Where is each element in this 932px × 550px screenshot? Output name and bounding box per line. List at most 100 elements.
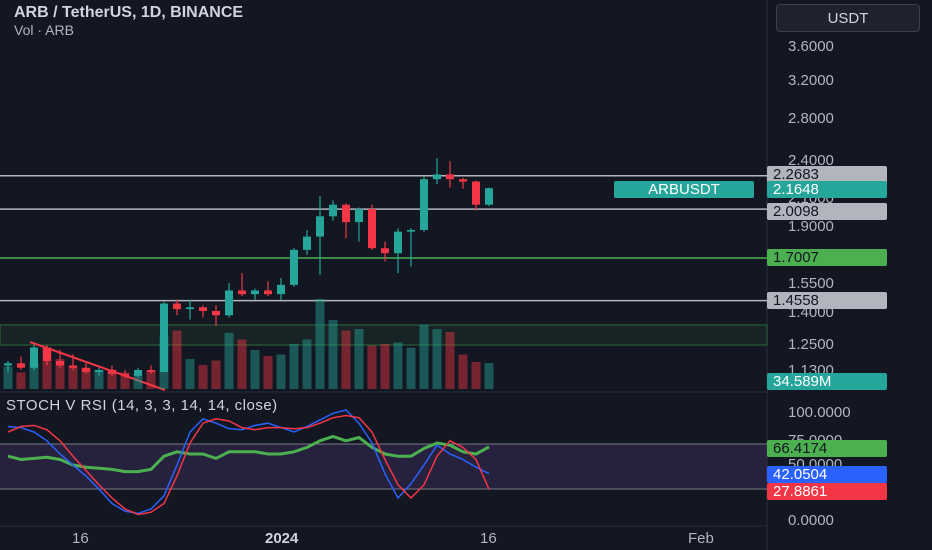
candle-body xyxy=(485,188,493,205)
candle-body xyxy=(303,236,311,250)
price-tick: 3.2000 xyxy=(788,72,834,89)
currency-button[interactable]: USDT xyxy=(776,4,920,32)
volume-bar xyxy=(120,372,130,389)
time-tick: 16 xyxy=(72,530,89,547)
candle-body xyxy=(30,347,38,368)
volume-bar xyxy=(16,372,26,389)
price-tick: 1.5500 xyxy=(788,275,834,292)
volume-bar xyxy=(172,330,182,389)
volume-bar xyxy=(146,371,156,389)
time-tick: 16 xyxy=(480,530,497,547)
volume-bar xyxy=(328,320,338,389)
volume-bar xyxy=(94,370,104,389)
d-value-tag: 27.8861 xyxy=(767,483,887,500)
candle-body xyxy=(212,311,220,316)
volume-bar xyxy=(302,339,312,389)
volume-bar xyxy=(185,359,195,389)
indicator-title[interactable]: STOCH V RSI (14, 3, 3, 14, 14, close) xyxy=(6,397,278,414)
candle-body xyxy=(290,249,298,285)
osc-tick: 0.0000 xyxy=(788,512,834,529)
time-tick: 2024 xyxy=(265,530,299,547)
level-tag-support-low: 1.4558 xyxy=(767,292,887,309)
candle-body xyxy=(82,367,90,372)
volume-bar xyxy=(29,362,39,389)
osc-tick: 100.0000 xyxy=(788,404,851,421)
candle-body xyxy=(43,347,51,361)
stoch-d-line xyxy=(7,414,490,516)
volume-bar xyxy=(198,365,208,389)
candle-body xyxy=(264,290,272,295)
volume-bar xyxy=(3,366,13,389)
volume-bar xyxy=(42,347,52,389)
candle-body xyxy=(407,229,415,232)
level-tag-resistance-mid: 2.0098 xyxy=(767,203,887,220)
candle-body xyxy=(56,361,64,366)
volume-legend: Vol · ARB xyxy=(14,22,74,38)
candle-body xyxy=(108,370,116,374)
candle-body xyxy=(199,307,207,311)
time-tick: Feb xyxy=(688,530,714,547)
volume-bar xyxy=(341,330,351,389)
rsi-value-tag: 66.4174 xyxy=(767,440,887,457)
chart-title: ARB / TetherUS, 1D, BINANCE xyxy=(14,4,244,21)
candle-body xyxy=(329,204,337,217)
candle-body xyxy=(472,181,480,205)
price-tick: 2.8000 xyxy=(788,110,834,127)
volume-bar xyxy=(471,362,481,389)
symbol-tag: ARBUSDT xyxy=(614,181,754,198)
volume-bar xyxy=(81,368,91,389)
level-tag-resistance-top: 2.2683 xyxy=(767,166,887,183)
candle-body xyxy=(381,248,389,254)
candle-body xyxy=(316,216,324,237)
candle-body xyxy=(4,363,12,366)
candle-body xyxy=(277,284,285,295)
candle-body xyxy=(446,174,454,180)
candle-body xyxy=(238,290,246,295)
volume-bar xyxy=(224,332,234,389)
volume-bar xyxy=(406,347,416,389)
volume-bar xyxy=(250,350,260,389)
candle-body xyxy=(134,370,142,376)
volume-bar xyxy=(354,329,364,389)
candle-body xyxy=(225,290,233,316)
volume-bar xyxy=(55,359,65,389)
volume-bar xyxy=(211,360,221,389)
volume-bar xyxy=(419,324,429,389)
candle-body xyxy=(368,209,376,249)
volume-bar xyxy=(237,339,247,389)
level-tag-support-green: 1.7007 xyxy=(767,249,887,266)
volume-bar xyxy=(445,332,455,389)
volume-bar xyxy=(367,345,377,389)
candle-body xyxy=(420,179,428,230)
candle-body xyxy=(459,179,467,182)
candle-body xyxy=(69,365,77,368)
candle-body xyxy=(121,373,129,376)
volume-bar xyxy=(393,342,403,389)
candle-body xyxy=(160,303,168,372)
stoch-k-line xyxy=(7,409,490,515)
volume-bar xyxy=(289,344,299,389)
volume-bar xyxy=(432,329,442,389)
candle-body xyxy=(186,307,194,310)
price-tick: 2.4000 xyxy=(788,152,834,169)
price-tick: 1.2500 xyxy=(788,336,834,353)
volume-tag: 34.589M xyxy=(767,373,887,390)
volume-bar xyxy=(484,363,494,389)
rsi-line xyxy=(7,434,490,474)
candle-body xyxy=(355,209,363,223)
volume-bar xyxy=(380,344,390,389)
candle-body xyxy=(95,370,103,372)
volume-bar xyxy=(458,354,468,389)
candle-body xyxy=(342,204,350,223)
candle-body xyxy=(433,174,441,180)
price-tick: 3.6000 xyxy=(788,38,834,55)
candle-body xyxy=(147,370,155,372)
volume-bar xyxy=(263,356,273,389)
price-tick: 1.9000 xyxy=(788,218,834,235)
k-value-tag: 42.0504 xyxy=(767,466,887,483)
candle-body xyxy=(394,231,402,254)
last-price-tag: 2.1648 xyxy=(767,181,887,198)
volume-bar xyxy=(68,366,78,389)
volume-bar xyxy=(107,369,117,389)
